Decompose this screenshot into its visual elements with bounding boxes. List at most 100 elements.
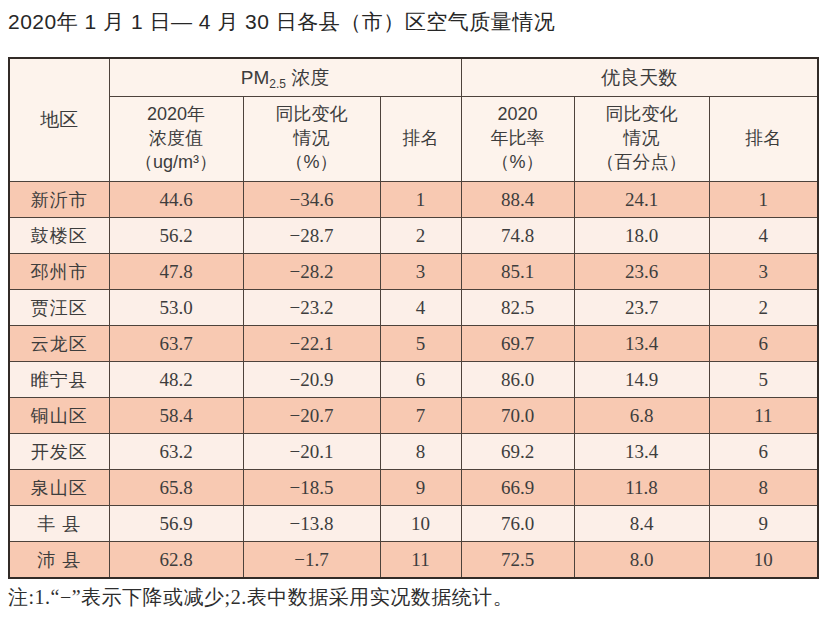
region-cell: 沛 县 [9, 542, 109, 579]
table-row: 鼓楼区 56.2 −28.7 2 74.8 18.0 4 [9, 218, 818, 254]
pm25-label-prefix: PM [241, 67, 270, 88]
column-header-good-rate: 2020 年比率 （%） [461, 97, 574, 182]
good-change-cell: 24.1 [574, 182, 709, 218]
region-cell: 云龙区 [9, 326, 109, 362]
good-rank-cell: 2 [709, 290, 818, 326]
pm25-value-cell: 62.8 [109, 542, 243, 579]
column-header-good-rank: 排名 [709, 97, 818, 182]
page: 2020年 1 月 1 日— 4 月 30 日各县（市）区空气质量情况 地区 P… [0, 0, 825, 620]
table-row: 泉山区 65.8 −18.5 9 66.9 11.8 8 [9, 470, 818, 506]
table-row: 开发区 63.2 −20.1 8 69.2 13.4 6 [9, 434, 818, 470]
good-change-cell: 13.4 [574, 326, 709, 362]
good-rate-cell: 66.9 [461, 470, 574, 506]
column-header-pm25-rank: 排名 [380, 97, 461, 182]
pm25-value-cell: 58.4 [109, 398, 243, 434]
column-header-region: 地区 [9, 58, 109, 182]
pm25-label-subscript: 2.5 [269, 77, 286, 91]
pm25-change-cell: −20.9 [243, 362, 380, 398]
good-change-cell: 14.9 [574, 362, 709, 398]
pm25-label-suffix: 浓度 [286, 67, 329, 88]
good-rank-cell: 6 [709, 434, 818, 470]
region-cell: 泉山区 [9, 470, 109, 506]
table-row: 丰 县 56.9 −13.8 10 76.0 8.4 9 [9, 506, 818, 542]
table-row: 云龙区 63.7 −22.1 5 69.7 13.4 6 [9, 326, 818, 362]
good-rank-cell: 8 [709, 470, 818, 506]
pm25-value-cell: 44.6 [109, 182, 243, 218]
pm25-value-cell: 48.2 [109, 362, 243, 398]
region-cell: 开发区 [9, 434, 109, 470]
column-group-good-days: 优良天数 [461, 58, 818, 97]
good-rate-cell: 76.0 [461, 506, 574, 542]
good-rank-cell: 9 [709, 506, 818, 542]
pm25-change-cell: −13.8 [243, 506, 380, 542]
good-rank-cell: 4 [709, 218, 818, 254]
pm25-rank-cell: 2 [380, 218, 461, 254]
region-cell: 鼓楼区 [9, 218, 109, 254]
good-change-cell: 11.8 [574, 470, 709, 506]
table-header: 地区 PM2.5 浓度 优良天数 2020年 浓度值 （ug/m³） 同比变化 … [9, 58, 818, 182]
pm25-rank-cell: 8 [380, 434, 461, 470]
pm25-value-cell: 63.2 [109, 434, 243, 470]
pm25-rank-cell: 6 [380, 362, 461, 398]
pm25-rank-cell: 3 [380, 254, 461, 290]
pm25-rank-cell: 10 [380, 506, 461, 542]
good-rate-cell: 82.5 [461, 290, 574, 326]
pm25-value-cell: 65.8 [109, 470, 243, 506]
pm25-rank-cell: 11 [380, 542, 461, 579]
region-cell: 新沂市 [9, 182, 109, 218]
table-row: 邳州市 47.8 −28.2 3 85.1 23.6 3 [9, 254, 818, 290]
header-sub-row: 2020年 浓度值 （ug/m³） 同比变化 情况 （%） 排名 2020 年比… [9, 97, 818, 182]
pm25-value-cell: 56.9 [109, 506, 243, 542]
pm25-value-cell: 56.2 [109, 218, 243, 254]
table-row: 睢宁县 48.2 −20.9 6 86.0 14.9 5 [9, 362, 818, 398]
page-title: 2020年 1 月 1 日— 4 月 30 日各县（市）区空气质量情况 [8, 8, 555, 36]
good-change-cell: 8.4 [574, 506, 709, 542]
good-rank-cell: 11 [709, 398, 818, 434]
pm25-rank-cell: 5 [380, 326, 461, 362]
good-rank-cell: 5 [709, 362, 818, 398]
pm25-change-cell: −34.6 [243, 182, 380, 218]
pm25-value-cell: 47.8 [109, 254, 243, 290]
pm25-rank-cell: 9 [380, 470, 461, 506]
pm25-change-cell: −28.2 [243, 254, 380, 290]
pm25-rank-cell: 1 [380, 182, 461, 218]
good-rate-cell: 86.0 [461, 362, 574, 398]
good-change-cell: 23.6 [574, 254, 709, 290]
table-row: 贾汪区 53.0 −23.2 4 82.5 23.7 2 [9, 290, 818, 326]
good-change-cell: 23.7 [574, 290, 709, 326]
region-cell: 铜山区 [9, 398, 109, 434]
pm25-change-cell: −18.5 [243, 470, 380, 506]
good-rank-cell: 1 [709, 182, 818, 218]
good-rank-cell: 3 [709, 254, 818, 290]
pm25-rank-cell: 7 [380, 398, 461, 434]
good-change-cell: 8.0 [574, 542, 709, 579]
good-rate-cell: 69.2 [461, 434, 574, 470]
pm25-change-cell: −20.1 [243, 434, 380, 470]
pm25-rank-cell: 4 [380, 290, 461, 326]
table-row: 新沂市 44.6 −34.6 1 88.4 24.1 1 [9, 182, 818, 218]
region-cell: 邳州市 [9, 254, 109, 290]
header-group-row: 地区 PM2.5 浓度 优良天数 [9, 58, 818, 97]
column-header-pm25-change: 同比变化 情况 （%） [243, 97, 380, 182]
table-body: 新沂市 44.6 −34.6 1 88.4 24.1 1 鼓楼区 56.2 −2… [9, 182, 818, 579]
good-rank-cell: 6 [709, 326, 818, 362]
good-rate-cell: 74.8 [461, 218, 574, 254]
pm25-change-cell: −28.7 [243, 218, 380, 254]
pm25-value-cell: 63.7 [109, 326, 243, 362]
good-change-cell: 18.0 [574, 218, 709, 254]
good-rate-cell: 69.7 [461, 326, 574, 362]
good-rate-cell: 88.4 [461, 182, 574, 218]
region-cell: 丰 县 [9, 506, 109, 542]
pm25-change-cell: −23.2 [243, 290, 380, 326]
region-cell: 睢宁县 [9, 362, 109, 398]
pm25-change-cell: −20.7 [243, 398, 380, 434]
region-cell: 贾汪区 [9, 290, 109, 326]
good-rate-cell: 72.5 [461, 542, 574, 579]
pm25-change-cell: −22.1 [243, 326, 380, 362]
good-rate-cell: 70.0 [461, 398, 574, 434]
table-row: 沛 县 62.8 −1.7 11 72.5 8.0 10 [9, 542, 818, 579]
column-group-pm25: PM2.5 浓度 [109, 58, 461, 97]
good-rank-cell: 10 [709, 542, 818, 579]
table-row: 铜山区 58.4 −20.7 7 70.0 6.8 11 [9, 398, 818, 434]
good-change-cell: 13.4 [574, 434, 709, 470]
